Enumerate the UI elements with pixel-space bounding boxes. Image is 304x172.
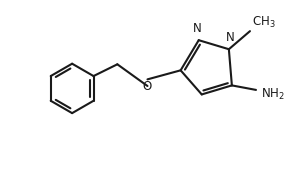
Text: O: O	[143, 80, 152, 93]
Text: N: N	[193, 22, 202, 35]
Text: CH$_3$: CH$_3$	[252, 14, 276, 30]
Text: N: N	[226, 31, 235, 44]
Text: NH$_2$: NH$_2$	[261, 87, 284, 102]
